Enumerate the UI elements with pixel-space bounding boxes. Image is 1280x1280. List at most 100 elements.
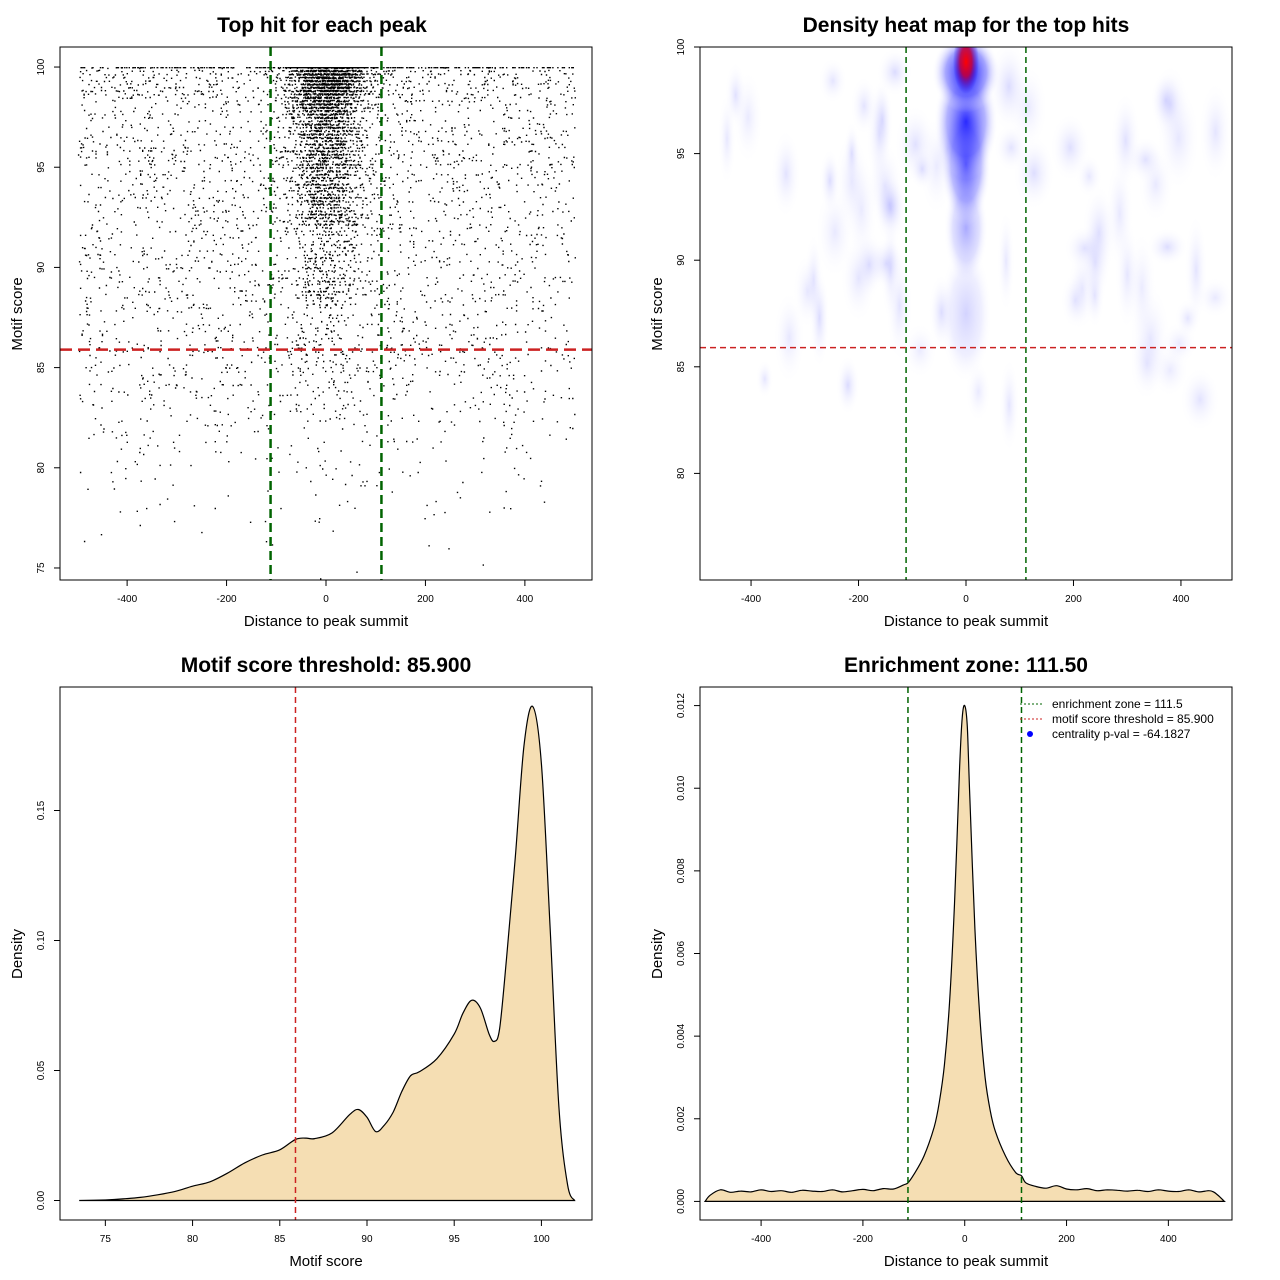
heatmap-density [700,47,1232,580]
heatmap-faint-blob [909,148,935,190]
heatmap-x-label: Distance to peak summit [884,613,1049,630]
heatmap-faint-blob [1151,64,1190,145]
score-density-x-label: Motif score [289,1253,362,1270]
heatmap-blue-blob [940,243,992,384]
y-tick-label: 95 [676,148,687,160]
y-tick-label: 0.012 [676,693,687,718]
heatmap-faint-blob [1127,230,1157,345]
x-tick-label: -400 [751,1234,771,1245]
scatter-reference-lines [60,47,592,580]
scatter-point-cloud [77,67,576,580]
y-tick-label: 85 [36,362,47,374]
heatmap-faint-blob [755,359,774,399]
heatmap-title: Density heat map for the top hits [803,14,1130,37]
x-tick-label: 200 [417,594,434,605]
y-tick-label: 90 [36,261,47,273]
heatmap-faint-blob [1198,80,1232,184]
legend-threshold-label: motif score threshold = 85.900 [1052,712,1214,726]
heatmap-faint-blob [717,91,737,187]
distance-density-y-axis: 0.000 0.002 0.004 0.006 0.008 0.010 0.012 [676,693,700,1214]
heatmap-faint-blob [1126,136,1165,183]
x-tick-label: 400 [1173,594,1190,605]
panel-scatter: Top hit for each peak -400 -200 0 200 400 75… [9,14,593,630]
y-tick-label: 0.00 [36,1190,47,1210]
panel-score-density: Motif score threshold: 85.900 75 80 85 90 95… [9,654,593,1270]
y-tick-label: 75 [36,562,47,574]
y-tick-label: 95 [36,161,47,173]
y-tick-label: 80 [676,467,687,479]
heatmap-faint-blob [993,123,1029,173]
x-tick-label: 85 [274,1234,286,1245]
heatmap-faint-blob [771,129,802,219]
x-tick-label: -200 [217,594,237,605]
heatmap-faint-blob [1081,183,1117,282]
y-tick-label: 0.006 [676,941,687,966]
score-density-title: Motif score threshold: 85.900 [181,654,472,677]
x-tick-label: 100 [533,1234,550,1245]
x-tick-label: -200 [853,1234,873,1245]
x-tick-label: 0 [963,594,969,605]
scatter-x-axis: -400 -200 0 200 400 [117,580,534,605]
heatmap-faint-blob [997,208,1015,314]
scatter-x-label: Distance to peak summit [244,613,409,630]
y-tick-label: 100 [36,58,47,75]
heatmap-faint-blob [902,322,938,379]
score-density-y-axis: 0.00 0.05 0.10 0.15 [36,800,60,1210]
heatmap-faint-blob [1129,325,1165,402]
y-tick-label: 0.10 [36,930,47,950]
x-tick-label: 80 [187,1234,199,1245]
panel-distance-density: Enrichment zone: 111.50 -400 -200 0 200 400 … [649,654,1233,1270]
score-density-area [79,705,576,1202]
y-tick-label: 0.15 [36,800,47,820]
x-tick-label: 200 [1058,1234,1075,1245]
y-tick-label: 90 [676,254,687,266]
distance-density-title: Enrichment zone: 111.50 [844,654,1088,677]
scatter-y-label: Motif score [9,277,26,350]
y-tick-label: 0.004 [676,1023,687,1048]
distance-density-y-label: Density [649,928,666,979]
y-tick-label: 85 [676,361,687,373]
legend: enrichment zone = 111.5 motif score thre… [1020,697,1214,741]
x-tick-label: 0 [962,1234,968,1245]
heatmap-faint-blob [1050,112,1091,183]
y-tick-label: 0.05 [36,1060,47,1080]
enrichment-zone-lines [907,687,1023,1220]
heatmap-faint-blob [998,357,1020,453]
distance-density-x-axis: -400 -200 0 200 400 [751,1220,1177,1245]
x-tick-label: -200 [849,594,869,605]
heatmap-faint-blob [1196,276,1232,319]
heatmap-faint-blob [809,266,830,369]
y-tick-label: 100 [676,38,687,55]
heatmap-faint-blob [1179,366,1221,433]
y-tick-label: 0.008 [676,858,687,883]
scatter-title: Top hit for each peak [217,14,427,37]
legend-pval-dot [1027,731,1033,737]
heatmap-x-axis: -400 -200 0 200 400 [741,580,1190,605]
legend-enrichment-label: enrichment zone = 111.5 [1052,697,1183,711]
x-tick-label: 95 [449,1234,461,1245]
heatmap-peak-red [953,47,979,94]
x-tick-label: 90 [361,1234,373,1245]
score-density-x-axis: 75 80 85 90 95 100 [100,1220,550,1245]
heatmap-density-blobs [932,47,1000,384]
heatmap-faint-blob [818,57,848,105]
scatter-points [77,67,576,580]
y-tick-label: 80 [36,462,47,474]
heatmap-faint-blob [815,184,855,280]
y-tick-label: 0.010 [676,775,687,800]
y-tick-label: 0.002 [676,1106,687,1131]
heatmap-faint-blob [1161,321,1198,366]
x-tick-label: 200 [1065,594,1082,605]
score-density-y-label: Density [9,928,26,979]
heatmap-faint-blob [835,355,860,416]
heatmap-y-axis: 80 85 90 95 100 [676,38,700,479]
heatmap-reference-lines [700,47,1232,580]
heatmap-faint-blob [1146,227,1189,266]
heatmap-y-label: Motif score [649,277,666,350]
x-tick-label: 75 [100,1234,112,1245]
heatmap-faint-blob [773,290,806,385]
x-tick-label: 400 [1160,1234,1177,1245]
legend-pval-label: centrality p-val = -64.1827 [1052,727,1191,741]
distance-density-x-label: Distance to peak summit [884,1253,1049,1270]
